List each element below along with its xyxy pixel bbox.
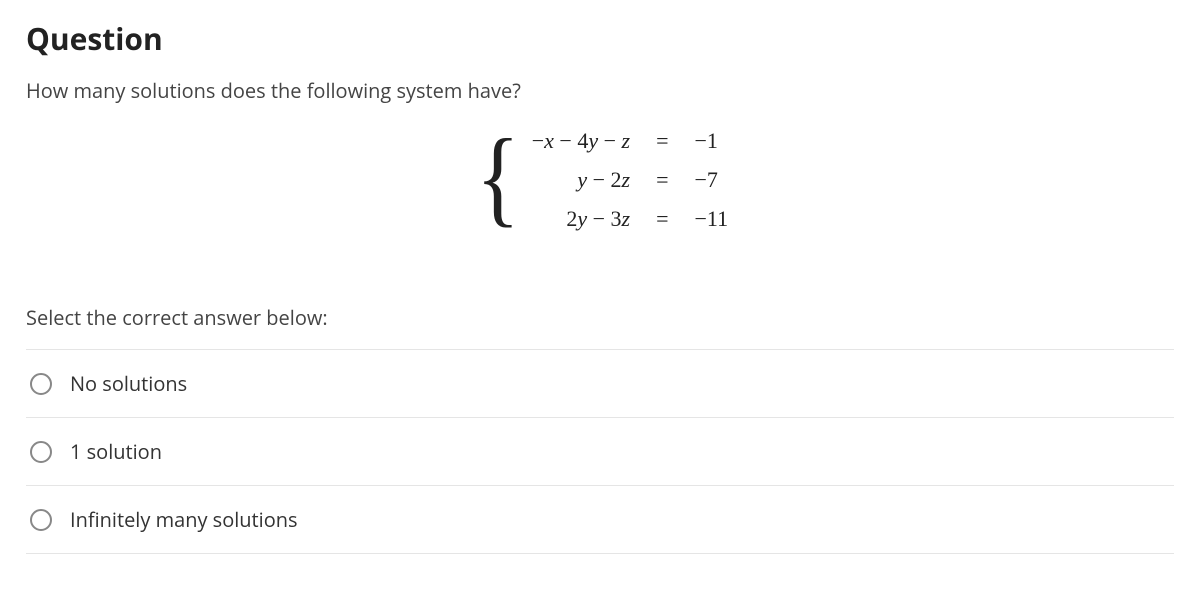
- options-list: No solutions 1 solution Infinitely many …: [26, 349, 1174, 554]
- eq-eq: =: [656, 206, 668, 232]
- answer-instruction: Select the correct answer below:: [26, 304, 1174, 331]
- eq-lhs: −x − 4y − z: [532, 128, 630, 154]
- option-one-solution[interactable]: 1 solution: [26, 418, 1174, 486]
- option-label: Infinitely many solutions: [70, 506, 298, 533]
- left-brace: {: [476, 124, 520, 232]
- eq-lhs: y − 2z: [532, 167, 630, 193]
- eq-eq: =: [656, 167, 668, 193]
- question-prompt: How many solutions does the following sy…: [26, 77, 1174, 104]
- eq-rhs: −7: [695, 167, 729, 193]
- equation-grid: −x − 4y − z = −1 y − 2z = −7 2y − 3z = −…: [532, 126, 728, 234]
- question-title: Question: [26, 18, 1174, 59]
- eq-eq: =: [656, 128, 668, 154]
- radio-icon: [30, 373, 52, 395]
- eq-lhs: 2y − 3z: [532, 206, 630, 232]
- radio-icon: [30, 509, 52, 531]
- equation-system: { −x − 4y − z = −1 y − 2z = −7 2y − 3z =…: [26, 126, 1174, 234]
- eq-rhs: −1: [695, 128, 729, 154]
- option-no-solutions[interactable]: No solutions: [26, 350, 1174, 418]
- option-label: No solutions: [70, 370, 187, 397]
- option-infinitely-many[interactable]: Infinitely many solutions: [26, 486, 1174, 554]
- radio-icon: [30, 441, 52, 463]
- eq-rhs: −11: [695, 206, 729, 232]
- option-label: 1 solution: [70, 438, 162, 465]
